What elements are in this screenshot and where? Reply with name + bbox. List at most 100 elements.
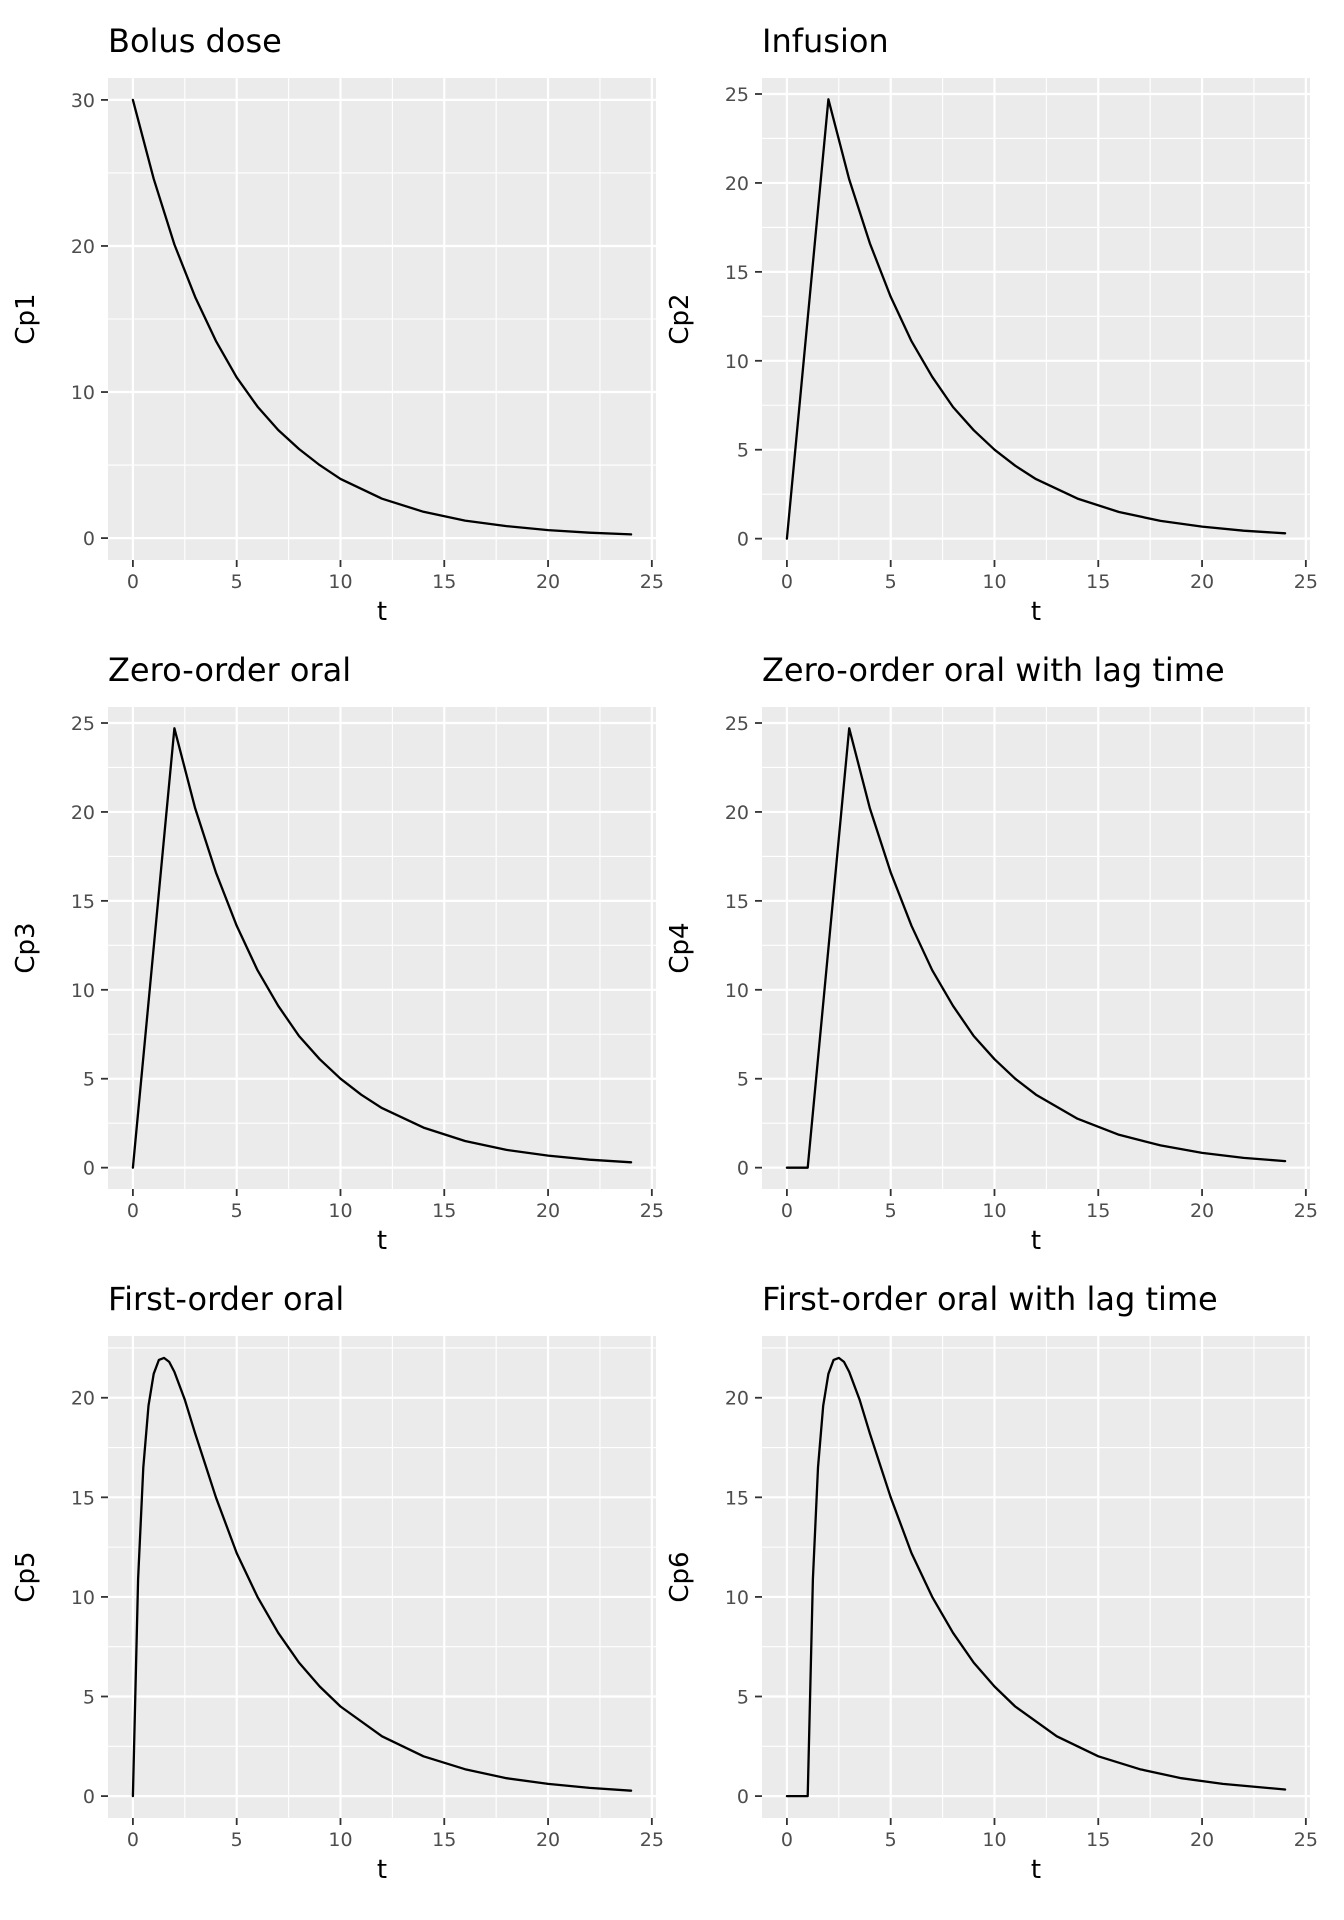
y-tick-label: 20 bbox=[71, 236, 95, 258]
x-axis-label: t bbox=[377, 1226, 387, 1256]
series-line bbox=[785, 727, 1287, 1169]
y-tick-label: 15 bbox=[71, 891, 95, 913]
y-tick-label: 0 bbox=[737, 529, 749, 551]
x-tick-label: 20 bbox=[536, 571, 560, 593]
x-tick-label: 15 bbox=[432, 1200, 456, 1222]
y-tick-label: 10 bbox=[71, 1587, 95, 1609]
y-axis-label: Cp1 bbox=[11, 293, 41, 344]
x-tick-label: 20 bbox=[1190, 1200, 1214, 1222]
plot-title: Bolus dose bbox=[108, 22, 282, 60]
y-tick-label: 10 bbox=[725, 980, 749, 1002]
y-tick-label: 5 bbox=[737, 1687, 749, 1709]
plot-title: Infusion bbox=[762, 22, 889, 60]
plot-title: Zero-order oral with lag time bbox=[762, 651, 1225, 689]
x-tick-label: 10 bbox=[982, 571, 1006, 593]
y-tick-label: 15 bbox=[71, 1487, 95, 1509]
x-tick-label: 10 bbox=[328, 1829, 352, 1851]
x-tick-label: 0 bbox=[127, 1829, 139, 1851]
x-tick-label: 25 bbox=[640, 1200, 664, 1222]
plot-6: 0 5 10 15 20 25 0 5 10 15 20 First-order oral with … bbox=[665, 1280, 1318, 1885]
x-tick-label: 5 bbox=[885, 1829, 897, 1851]
x-tick-label: 15 bbox=[1086, 1200, 1110, 1222]
plot-4: 0 5 10 15 20 25 0 5 10 15 20 25 Zero-order oral with… bbox=[665, 651, 1318, 1256]
panel-background bbox=[762, 707, 1310, 1189]
x-tick-label: 15 bbox=[432, 571, 456, 593]
y-tick-label: 10 bbox=[71, 382, 95, 404]
y-tick-label: 30 bbox=[71, 90, 95, 112]
plot-2: 0 5 10 15 20 25 0 5 10 15 20 25 Infusion t Cp2 bbox=[665, 22, 1318, 627]
y-tick-label: 20 bbox=[725, 802, 749, 824]
x-tick-label: 20 bbox=[536, 1829, 560, 1851]
x-tick-label: 5 bbox=[231, 1200, 243, 1222]
y-tick-label: 20 bbox=[725, 1388, 749, 1410]
y-tick-label: 5 bbox=[737, 1069, 749, 1091]
series-line bbox=[785, 98, 1287, 540]
x-tick-label: 25 bbox=[1294, 1829, 1318, 1851]
x-tick-label: 20 bbox=[536, 1200, 560, 1222]
x-tick-label: 0 bbox=[781, 1200, 793, 1222]
y-axis-label: Cp2 bbox=[665, 293, 695, 344]
y-axis-label: Cp5 bbox=[11, 1551, 41, 1602]
x-tick-label: 10 bbox=[328, 571, 352, 593]
panel-background bbox=[108, 1336, 656, 1818]
x-tick-label: 5 bbox=[885, 571, 897, 593]
y-tick-label: 20 bbox=[71, 802, 95, 824]
y-tick-label: 15 bbox=[725, 1487, 749, 1509]
x-tick-label: 25 bbox=[640, 571, 664, 593]
y-tick-label: 10 bbox=[71, 980, 95, 1002]
x-axis-label: t bbox=[1031, 1855, 1041, 1885]
x-tick-label: 15 bbox=[432, 1829, 456, 1851]
y-tick-label: 10 bbox=[725, 351, 749, 373]
y-tick-label: 0 bbox=[83, 1158, 95, 1180]
x-axis-label: t bbox=[1031, 1226, 1041, 1256]
y-tick-label: 0 bbox=[737, 1158, 749, 1180]
y-tick-label: 15 bbox=[725, 262, 749, 284]
x-tick-label: 25 bbox=[640, 1829, 664, 1851]
y-tick-label: 25 bbox=[725, 84, 749, 106]
y-tick-label: 5 bbox=[83, 1687, 95, 1709]
series-line bbox=[785, 1356, 1287, 1798]
y-tick-label: 5 bbox=[83, 1069, 95, 1091]
x-axis-label: t bbox=[1031, 597, 1041, 627]
x-tick-label: 20 bbox=[1190, 1829, 1214, 1851]
x-tick-label: 5 bbox=[885, 1200, 897, 1222]
x-tick-label: 10 bbox=[328, 1200, 352, 1222]
y-tick-label: 0 bbox=[737, 1786, 749, 1808]
plot-title: First-order oral bbox=[108, 1280, 344, 1318]
x-tick-label: 15 bbox=[1086, 571, 1110, 593]
y-tick-label: 0 bbox=[83, 1786, 95, 1808]
series-line bbox=[131, 727, 633, 1169]
x-tick-label: 0 bbox=[127, 1200, 139, 1222]
x-axis-label: t bbox=[377, 1855, 387, 1885]
y-tick-label: 20 bbox=[71, 1388, 95, 1410]
x-tick-label: 25 bbox=[1294, 571, 1318, 593]
x-tick-label: 10 bbox=[982, 1200, 1006, 1222]
panel-background bbox=[762, 78, 1310, 560]
x-tick-label: 15 bbox=[1086, 1829, 1110, 1851]
series-line bbox=[131, 98, 633, 536]
series-line bbox=[131, 1356, 633, 1798]
x-tick-label: 0 bbox=[781, 1829, 793, 1851]
x-tick-label: 10 bbox=[982, 1829, 1006, 1851]
x-axis-label: t bbox=[377, 597, 387, 627]
plot-title: First-order oral with lag time bbox=[762, 1280, 1218, 1318]
x-tick-label: 5 bbox=[231, 1829, 243, 1851]
plot-1: 0 5 10 15 20 25 0 10 20 30 Bolus dose t Cp1 bbox=[11, 22, 664, 627]
y-tick-label: 25 bbox=[71, 713, 95, 735]
y-tick-label: 25 bbox=[725, 713, 749, 735]
y-tick-label: 0 bbox=[83, 528, 95, 550]
y-axis-label: Cp4 bbox=[665, 922, 695, 973]
panel-background bbox=[762, 1336, 1310, 1818]
y-axis-label: Cp6 bbox=[665, 1551, 695, 1602]
y-tick-label: 5 bbox=[737, 440, 749, 462]
x-tick-label: 0 bbox=[127, 571, 139, 593]
y-tick-label: 20 bbox=[725, 173, 749, 195]
panel-background bbox=[108, 707, 656, 1189]
x-tick-label: 5 bbox=[231, 571, 243, 593]
plot-5: 0 5 10 15 20 25 0 5 10 15 20 First-order oral t Cp5 bbox=[11, 1280, 664, 1885]
x-tick-label: 20 bbox=[1190, 571, 1214, 593]
plot-title: Zero-order oral bbox=[108, 651, 351, 689]
y-tick-label: 15 bbox=[725, 891, 749, 913]
x-tick-label: 25 bbox=[1294, 1200, 1318, 1222]
